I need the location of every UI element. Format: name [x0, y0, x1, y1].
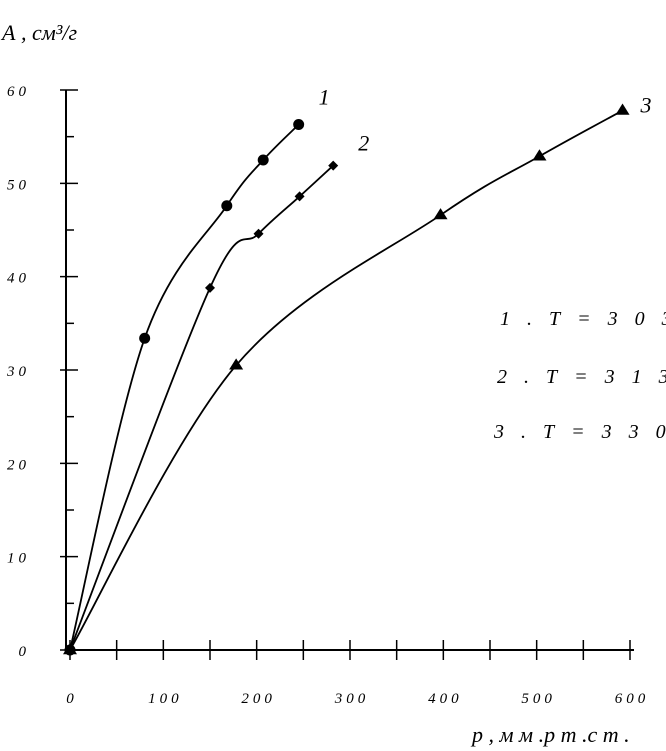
x-tick-label: 600 — [615, 691, 650, 707]
y-tick-label: 60 — [7, 84, 30, 100]
y-tick-label: 50 — [7, 177, 30, 193]
y-tick-label: 0 — [19, 644, 31, 660]
data-point-2 — [328, 160, 339, 171]
x-tick-label: 300 — [334, 691, 370, 707]
y-tick-label: 20 — [7, 457, 30, 473]
data-point-1 — [257, 154, 269, 166]
series-label-2: 2 — [358, 131, 369, 156]
y-ticks: 0 10 20 30 40 50 60 — [6, 84, 78, 660]
x-tick-label: 400 — [428, 691, 463, 707]
y-tick-label: 30 — [6, 364, 30, 380]
x-ticks: 0 100 200 300 400 500 600 — [66, 640, 650, 707]
series-label-1: 1 — [319, 85, 330, 110]
data-point-2 — [205, 282, 215, 293]
y-tick-label: 10 — [7, 551, 30, 567]
y-axis-label: А , см³/г — [0, 20, 77, 45]
data-point-3 — [532, 149, 547, 161]
data-point-3 — [229, 358, 244, 370]
data-point-3 — [63, 643, 77, 655]
legend-entry-2: 2 . Т = 3 1 3 К — [497, 366, 666, 388]
legend-entry-3: 3 . Т = 3 3 0 К — [493, 421, 666, 443]
data-point-2 — [253, 228, 264, 239]
x-tick-label: 0 — [66, 691, 78, 707]
data-point-1 — [293, 119, 305, 131]
x-tick-label: 200 — [241, 691, 276, 707]
x-axis-label: р , м м .р т .с т . — [470, 722, 630, 747]
data-point-1 — [221, 200, 233, 212]
data-point-1 — [139, 332, 151, 344]
y-tick-label: 40 — [7, 271, 30, 287]
x-tick-label: 100 — [148, 691, 183, 707]
legend: 1 . Т = 3 0 3 К 2 . Т = 3 1 3 К 3 . Т = … — [493, 308, 666, 443]
x-tick-label: 500 — [521, 691, 556, 707]
series-labels: 1 2 3 — [319, 85, 652, 156]
series-points — [63, 103, 630, 656]
legend-entry-1: 1 . Т = 3 0 3 К — [500, 308, 666, 330]
data-point-3 — [615, 103, 630, 115]
data-point-3 — [433, 208, 448, 220]
series-label-3: 3 — [640, 93, 652, 118]
series-line-1 — [69, 123, 300, 651]
data-point-2 — [294, 191, 305, 202]
